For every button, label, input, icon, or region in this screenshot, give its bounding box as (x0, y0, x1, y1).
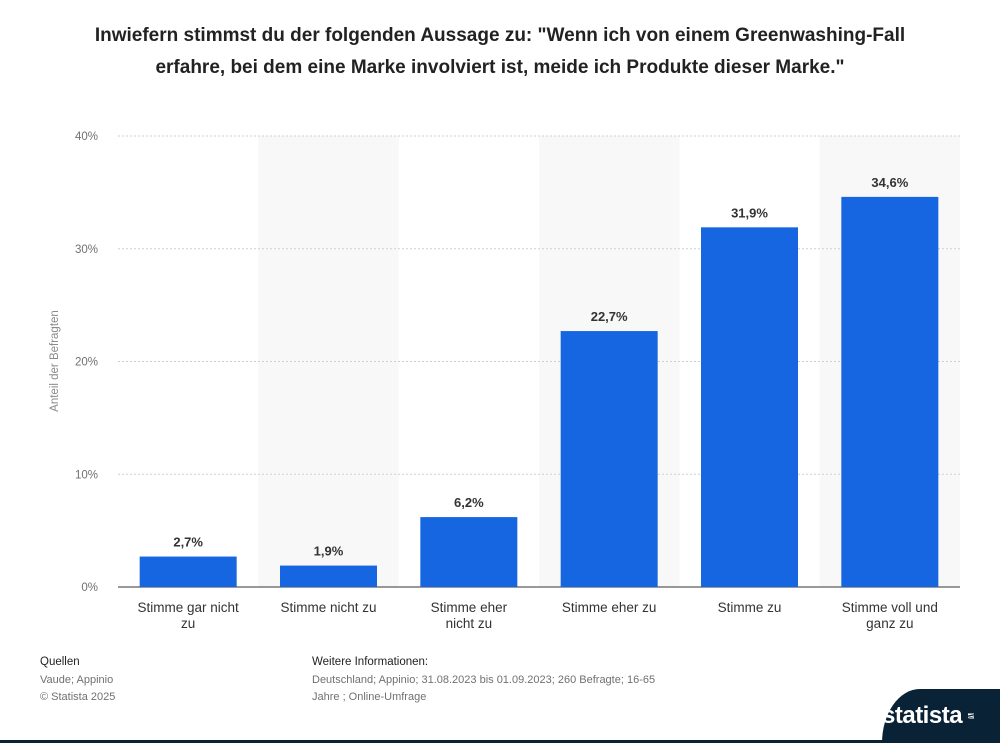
bar-chart: 0% 10% 20% 30% 40% 2,7% Stimme gar nicht zu 1,9%… (49, 131, 960, 631)
sources-heading: Quellen (40, 656, 80, 668)
statista-logo[interactable]: statista (882, 689, 1000, 743)
data-label: 22,7% (591, 309, 628, 324)
y-tick-label: 40% (75, 131, 98, 143)
bar[interactable] (280, 565, 377, 587)
chart-title: Inwiefern stimmst du der folgenden Aussa… (94, 25, 906, 78)
sources-line-2: © Statista 2025 (40, 691, 116, 703)
x-tick-label: Stimme eher nicht zu (431, 600, 508, 631)
info-line-2: Jahre ; Online-Umfrage (312, 691, 427, 703)
data-label: 34,6% (871, 175, 908, 190)
y-tick-label: 30% (75, 244, 98, 256)
data-label: 1,9% (314, 544, 344, 559)
data-label: 31,9% (731, 205, 768, 220)
y-tick-label: 10% (75, 469, 98, 481)
info-line-1: Deutschland; Appinio; 31.08.2023 bis 01.… (312, 674, 656, 686)
y-axis-label: Anteil der Befragten (49, 310, 61, 412)
info-heading: Weitere Informationen: (312, 656, 429, 668)
bar[interactable] (841, 196, 939, 587)
x-tick-label: Stimme gar nicht zu (138, 600, 240, 631)
data-label: 6,2% (454, 495, 484, 510)
data-label: 2,7% (173, 535, 203, 550)
bar[interactable] (420, 517, 518, 587)
bar[interactable] (560, 331, 658, 587)
bar[interactable] (139, 556, 237, 587)
statista-logo-icon (968, 713, 974, 719)
statista-logo-text: statista (882, 702, 963, 729)
x-tick-label: Stimme nicht zu (280, 600, 376, 615)
sources-line-1: Vaude; Appinio (40, 674, 114, 686)
y-tick-label: 0% (81, 582, 98, 594)
x-tick-label: Stimme zu (718, 600, 782, 615)
bottom-bar (0, 740, 1000, 743)
x-tick-label: Stimme eher zu (562, 600, 657, 615)
y-tick-label: 20% (75, 357, 98, 369)
bar[interactable] (701, 227, 798, 587)
x-tick-label: Stimme voll und ganz zu (842, 600, 938, 631)
